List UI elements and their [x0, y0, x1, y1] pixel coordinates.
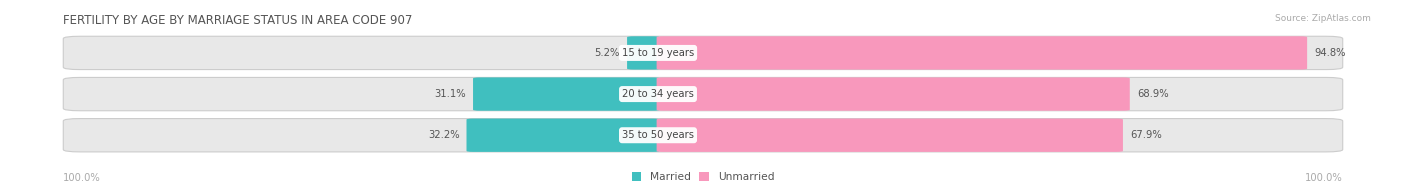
Text: 20 to 34 years: 20 to 34 years — [621, 89, 695, 99]
Text: 68.9%: 68.9% — [1137, 89, 1168, 99]
Legend: Married, Unmarried: Married, Unmarried — [627, 168, 779, 187]
Text: FERTILITY BY AGE BY MARRIAGE STATUS IN AREA CODE 907: FERTILITY BY AGE BY MARRIAGE STATUS IN A… — [63, 14, 412, 27]
Text: 67.9%: 67.9% — [1130, 130, 1161, 140]
Text: 100.0%: 100.0% — [63, 173, 101, 183]
Text: 94.8%: 94.8% — [1315, 48, 1346, 58]
Text: 5.2%: 5.2% — [595, 48, 620, 58]
Text: 15 to 19 years: 15 to 19 years — [621, 48, 695, 58]
Text: 31.1%: 31.1% — [434, 89, 465, 99]
Text: 100.0%: 100.0% — [1305, 173, 1343, 183]
Text: 32.2%: 32.2% — [427, 130, 460, 140]
Text: 35 to 50 years: 35 to 50 years — [621, 130, 695, 140]
Text: Source: ZipAtlas.com: Source: ZipAtlas.com — [1275, 14, 1371, 23]
